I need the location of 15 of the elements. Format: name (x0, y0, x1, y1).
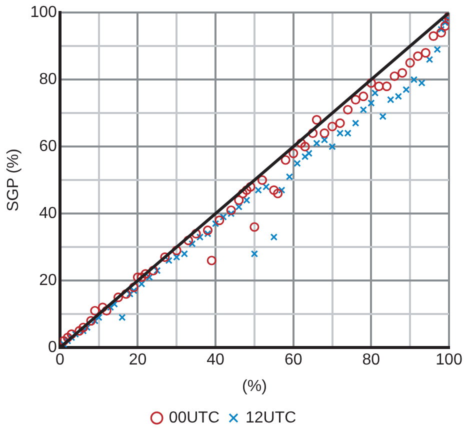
x-tick-label: 100 (436, 352, 462, 369)
y-tick-label: 20 (39, 272, 57, 290)
x-tick-label: 80 (362, 352, 380, 369)
x-tick-label: 20 (128, 352, 147, 369)
y-axis-title: SGP (%) (5, 148, 22, 212)
x-tick-label: 40 (206, 352, 225, 369)
legend-label: 00UTC (168, 409, 220, 426)
y-tick-label: 100 (30, 4, 57, 22)
y-tick-label: 60 (39, 138, 57, 156)
y-tick-label: 80 (39, 71, 57, 88)
legend-label: 12UTC (246, 409, 296, 426)
x-tick-label: 60 (284, 352, 302, 369)
x-axis-title: (%) (242, 378, 267, 395)
y-tick-label: 0 (48, 339, 57, 356)
y-tick-label: 40 (39, 205, 57, 222)
